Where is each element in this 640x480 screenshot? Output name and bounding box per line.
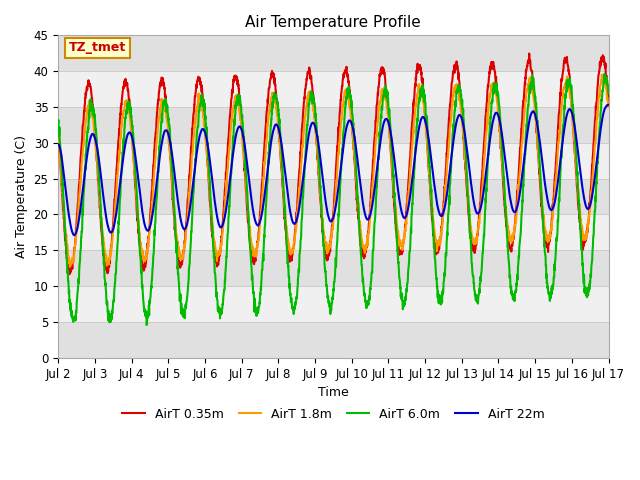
Bar bbox=[58, 179, 609, 215]
Bar bbox=[58, 143, 609, 179]
Bar bbox=[58, 322, 609, 358]
Bar bbox=[58, 36, 609, 71]
Y-axis label: Air Temperature (C): Air Temperature (C) bbox=[15, 135, 28, 258]
Bar bbox=[58, 286, 609, 322]
Bar bbox=[58, 250, 609, 286]
Title: Air Temperature Profile: Air Temperature Profile bbox=[246, 15, 421, 30]
Text: TZ_tmet: TZ_tmet bbox=[69, 41, 127, 54]
Bar bbox=[58, 71, 609, 107]
Bar bbox=[58, 215, 609, 250]
X-axis label: Time: Time bbox=[318, 386, 349, 399]
Bar bbox=[58, 107, 609, 143]
Legend: AirT 0.35m, AirT 1.8m, AirT 6.0m, AirT 22m: AirT 0.35m, AirT 1.8m, AirT 6.0m, AirT 2… bbox=[117, 403, 550, 426]
